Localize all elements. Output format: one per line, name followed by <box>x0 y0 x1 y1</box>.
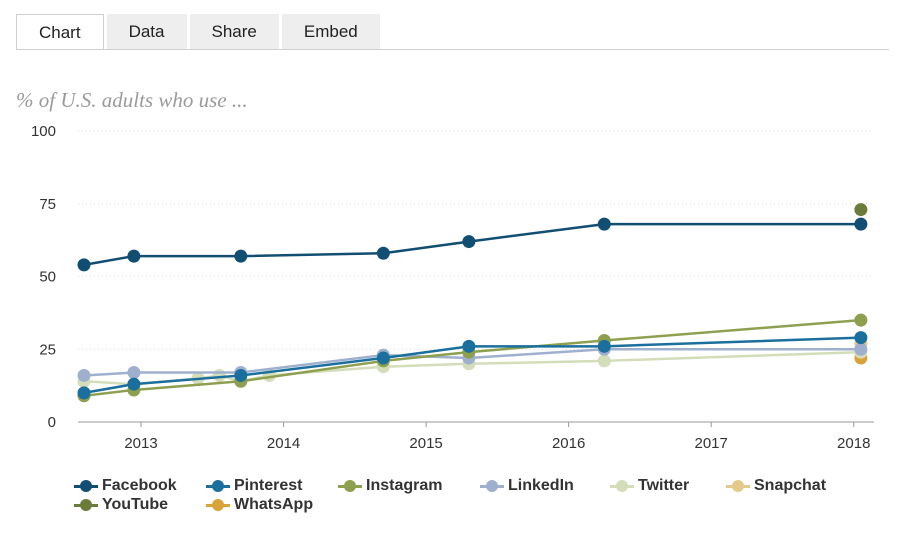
legend-swatch-dot <box>212 499 224 511</box>
legend-swatch-dot <box>212 480 224 492</box>
data-point-facebook <box>597 217 611 231</box>
data-point-linkedin <box>854 342 868 356</box>
legend-item-pinterest[interactable]: Pinterest <box>206 476 302 496</box>
tab-data[interactable]: Data <box>106 14 187 50</box>
legend-label: Snapchat <box>754 477 827 494</box>
legend-item-whatsapp[interactable]: WhatsApp <box>206 495 313 515</box>
legend-item-snapchat[interactable]: Snapchat <box>726 476 826 496</box>
data-point-twitter <box>597 354 611 368</box>
tab-embed[interactable]: Embed <box>281 14 380 50</box>
x-tick-label: 2013 <box>124 435 157 452</box>
legend-label: WhatsApp <box>234 496 314 513</box>
data-point-twitter <box>212 368 226 382</box>
legend-item-youtube[interactable]: YouTube <box>74 495 168 515</box>
data-point-pinterest <box>77 386 91 400</box>
data-point-pinterest <box>127 377 141 391</box>
legend-swatch <box>338 480 362 492</box>
legend-swatch-dot <box>486 480 498 492</box>
legend-swatch <box>74 480 98 492</box>
x-tick-label: 2014 <box>267 435 300 452</box>
data-point-facebook <box>462 235 476 249</box>
legend-swatch-dot <box>80 480 92 492</box>
legend-swatch <box>726 480 750 492</box>
data-point-facebook <box>854 217 868 231</box>
legend-label: Pinterest <box>234 477 303 494</box>
data-point-pinterest <box>854 331 868 345</box>
y-tick-label: 100 <box>31 123 56 140</box>
legend-label: Instagram <box>366 477 443 494</box>
legend-label: Twitter <box>638 477 690 494</box>
tab-bar: Chart Data Share Embed <box>16 14 383 50</box>
y-tick-label: 25 <box>39 341 56 358</box>
y-tick-label: 50 <box>39 269 56 286</box>
data-point-pinterest <box>376 351 390 365</box>
tab-divider <box>16 49 889 50</box>
x-tick-label: 2015 <box>409 435 442 452</box>
data-point-facebook <box>127 249 141 263</box>
data-point-facebook <box>234 249 248 263</box>
legend-swatch-dot <box>616 480 628 492</box>
x-tick-label: 2017 <box>695 435 728 452</box>
data-point-youtube <box>854 203 868 217</box>
y-tick-label: 0 <box>48 414 56 431</box>
data-point-pinterest <box>462 339 476 353</box>
tab-chart[interactable]: Chart <box>16 14 104 50</box>
chart-title: % of U.S. adults who use ... <box>16 88 248 112</box>
y-tick-label: 75 <box>39 196 56 213</box>
data-point-facebook <box>77 258 91 272</box>
x-tick-label: 2016 <box>552 435 585 452</box>
legend-label: Facebook <box>102 477 177 494</box>
legend-item-facebook[interactable]: Facebook <box>74 476 177 496</box>
legend-swatch-dot <box>344 480 356 492</box>
x-tick-label: 2018 <box>837 435 870 452</box>
legend-swatch <box>74 499 98 511</box>
legend-label: YouTube <box>102 496 169 513</box>
legend-label: LinkedIn <box>508 477 574 494</box>
legend-swatch <box>206 480 230 492</box>
legend-swatch <box>480 480 504 492</box>
data-point-pinterest <box>597 339 611 353</box>
data-point-linkedin <box>77 368 91 382</box>
legend-item-instagram[interactable]: Instagram <box>338 476 442 496</box>
legend-swatch <box>206 499 230 511</box>
data-point-facebook <box>376 246 390 260</box>
legend-swatch-dot <box>80 499 92 511</box>
legend-swatch <box>610 480 634 492</box>
legend-item-linkedin[interactable]: LinkedIn <box>480 476 574 496</box>
legend-swatch-dot <box>732 480 744 492</box>
line-chart: 0 25 50 75 100 2013 2014 2015 2016 2017 2018 <box>31 123 874 452</box>
legend-item-twitter[interactable]: Twitter <box>610 476 689 496</box>
data-point-pinterest <box>234 368 248 382</box>
tab-share[interactable]: Share <box>189 14 279 50</box>
data-point-linkedin <box>127 366 141 380</box>
data-point-instagram <box>854 313 868 327</box>
